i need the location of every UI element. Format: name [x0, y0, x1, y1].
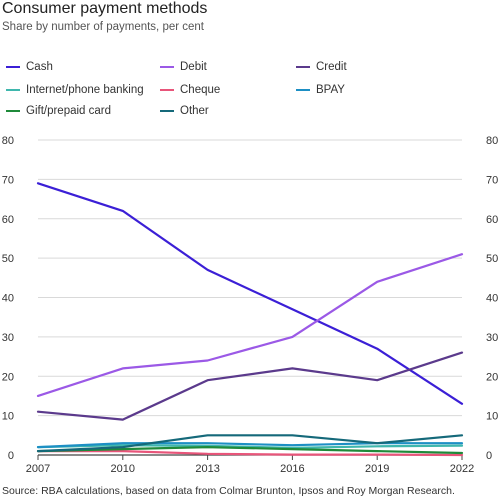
- series-line-debit: [36, 253, 464, 397]
- legend-swatch-bpay: [296, 89, 310, 91]
- series-line-internet-phone-banking: [36, 444, 464, 449]
- y-tick-label-right: 0: [486, 450, 492, 462]
- y-tick-label-right: 80: [486, 135, 498, 147]
- legend-label: Gift/prepaid card: [26, 105, 112, 117]
- legend-item-credit: Credit: [296, 61, 347, 73]
- legend-label: Credit: [316, 61, 347, 73]
- legend-label: Cash: [26, 61, 53, 73]
- legend-swatch-cash: [6, 66, 20, 68]
- chart-subtitle: Share by number of payments, per cent: [2, 21, 204, 33]
- legend-label: Cheque: [180, 84, 221, 96]
- series-line-gift-prepaid-card: [36, 446, 464, 455]
- series-line-bpay: [36, 442, 464, 449]
- x-tick-label: 2016: [280, 463, 304, 475]
- x-tick-label: 2007: [26, 463, 50, 475]
- y-tick-label-left: 60: [2, 214, 14, 226]
- legend-swatch-cheque: [160, 89, 174, 91]
- y-tick-label-left: 50: [2, 253, 14, 265]
- chart-title: Consumer payment methods: [2, 0, 208, 17]
- legend-label: Other: [180, 105, 209, 117]
- y-tick-label-right: 70: [486, 174, 498, 186]
- legend-item-other: Other: [160, 105, 209, 117]
- y-tick-label-left: 0: [8, 450, 14, 462]
- legend-label: BPAY: [316, 84, 345, 96]
- source-note: Source: RBA calculations, based on data …: [2, 485, 455, 497]
- y-tick-label-left: 80: [2, 135, 14, 147]
- y-tick-label-right: 60: [486, 214, 498, 226]
- y-tick-label-right: 10: [486, 411, 498, 423]
- legend-item-cash: Cash: [6, 61, 53, 73]
- x-tick-label: 2022: [450, 463, 474, 475]
- legend-swatch-other: [160, 110, 174, 112]
- y-tick-label-left: 30: [2, 332, 14, 344]
- legend-item-internet-phone-banking: Internet/phone banking: [6, 84, 144, 96]
- legend-swatch-internet-phone-banking: [6, 89, 20, 91]
- y-tick-label-right: 40: [486, 293, 498, 305]
- legend-swatch-gift-prepaid-card: [6, 110, 20, 112]
- legend-swatch-credit: [296, 66, 310, 68]
- series-line-cheque: [36, 450, 464, 457]
- series-line-cash: [36, 182, 464, 405]
- legend-item-cheque: Cheque: [160, 84, 220, 96]
- x-tick-label: 2013: [195, 463, 219, 475]
- series-line-credit: [36, 351, 464, 421]
- legend-swatch-debit: [160, 66, 174, 68]
- series-line-other: [36, 434, 464, 453]
- legend-label: Internet/phone banking: [26, 84, 144, 96]
- y-tick-label-left: 70: [2, 174, 14, 186]
- legend-label: Debit: [180, 61, 207, 73]
- legend-item-debit: Debit: [160, 61, 207, 73]
- y-tick-label-right: 50: [486, 253, 498, 265]
- legend-item-bpay: BPAY: [296, 84, 345, 96]
- y-tick-label-left: 10: [2, 411, 14, 423]
- y-tick-label-right: 20: [486, 371, 498, 383]
- x-tick-label: 2010: [111, 463, 135, 475]
- legend-item-gift-prepaid-card: Gift/prepaid card: [6, 105, 111, 117]
- y-tick-label-right: 30: [486, 332, 498, 344]
- y-tick-label-left: 20: [2, 371, 14, 383]
- y-tick-label-left: 40: [2, 293, 14, 305]
- x-tick-label: 2019: [365, 463, 389, 475]
